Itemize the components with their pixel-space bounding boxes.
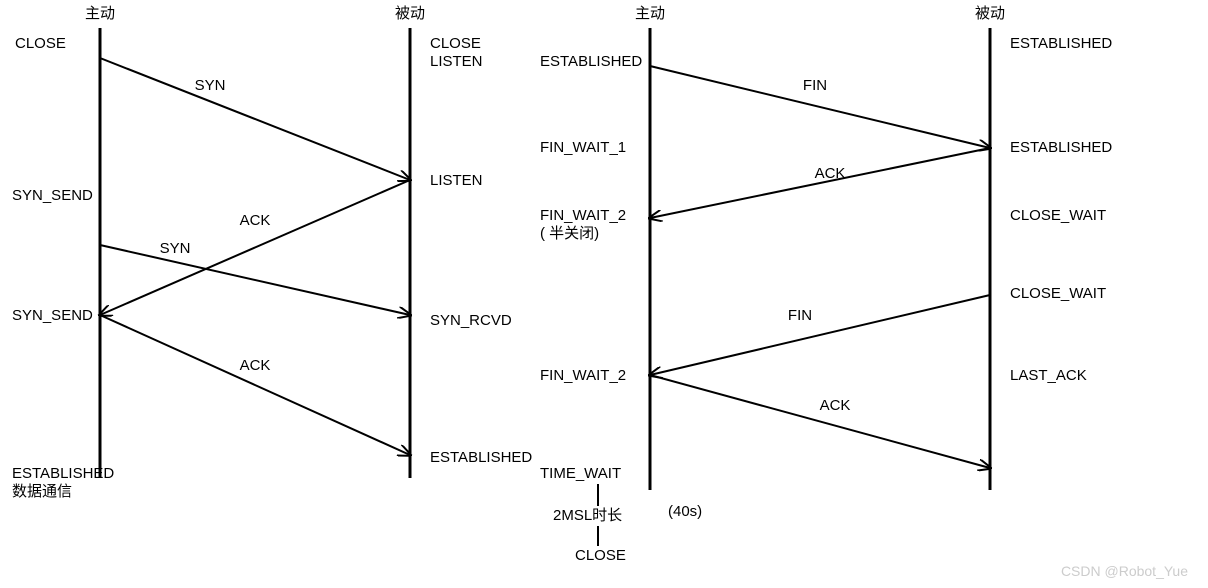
left-label-listen: LISTEN — [430, 172, 483, 189]
right-header-passive: 被动 — [975, 5, 1005, 22]
right-arrow-label-ack-1: ACK — [815, 165, 846, 182]
right-arrow-label-fin-2: FIN — [788, 307, 812, 324]
left-label-syn-send-2: SYN_SEND — [12, 307, 93, 324]
left-arrow-ack-2 — [100, 315, 410, 455]
right-arrow-ack-2 — [650, 375, 990, 468]
right-label-fin-wait-2b: FIN_WAIT_2 — [540, 367, 626, 384]
right-label-fin-wait-1: FIN_WAIT_1 — [540, 139, 626, 156]
right-label-2msl: 2MSL时长 — [553, 507, 622, 524]
right-arrow-label-fin-1: FIN — [803, 77, 827, 94]
left-label-established-l: ESTABLISHED — [12, 465, 114, 482]
right-header-active: 主动 — [635, 5, 665, 22]
right-arrow-label-ack-2: ACK — [820, 397, 851, 414]
left-header-passive: 被动 — [395, 5, 425, 22]
left-label-close: CLOSE — [15, 35, 66, 52]
left-label-syn-rcvd: SYN_RCVD — [430, 312, 512, 329]
left-arrow-label-syn-2: SYN — [160, 240, 191, 257]
right-label-40s: (40s) — [668, 503, 702, 520]
left-label-established-r: ESTABLISHED — [430, 449, 532, 466]
left-arrow-label-ack-1: ACK — [240, 212, 271, 229]
tcp-state-diagram: 主动被动CLOSECLOSELISTENSYN_SENDLISTENSYN_SE… — [0, 0, 1208, 588]
right-label-est-r: ESTABLISHED — [1010, 35, 1112, 52]
left-label-listen-init: LISTEN — [430, 53, 483, 70]
right-arrow-ack-1 — [650, 148, 990, 218]
watermark: CSDN @Robot_Yue — [1061, 563, 1188, 579]
right-label-close-final: CLOSE — [575, 547, 626, 564]
right-label-half-close: ( 半关闭) — [540, 225, 599, 242]
right-label-fin-wait-2: FIN_WAIT_2 — [540, 207, 626, 224]
left-header-active: 主动 — [85, 5, 115, 22]
left-arrow-syn-2 — [100, 245, 410, 315]
left-arrow-syn-1 — [100, 58, 410, 180]
right-label-close-wait-1: CLOSE_WAIT — [1010, 207, 1106, 224]
left-arrow-label-ack-2: ACK — [240, 357, 271, 374]
left-arrow-ack-1 — [100, 180, 410, 315]
left-label-data-comm: 数据通信 — [12, 483, 72, 500]
left-label-syn-send-1: SYN_SEND — [12, 187, 93, 204]
right-label-close-wait-2: CLOSE_WAIT — [1010, 285, 1106, 302]
left-arrow-label-syn-1: SYN — [195, 77, 226, 94]
right-label-est-r2: ESTABLISHED — [1010, 139, 1112, 156]
right-label-last-ack: LAST_ACK — [1010, 367, 1087, 384]
right-label-time-wait: TIME_WAIT — [540, 465, 621, 482]
right-label-est-l: ESTABLISHED — [540, 53, 642, 70]
right-arrow-fin-2 — [650, 295, 990, 375]
left-label-close2: CLOSE — [430, 35, 481, 52]
